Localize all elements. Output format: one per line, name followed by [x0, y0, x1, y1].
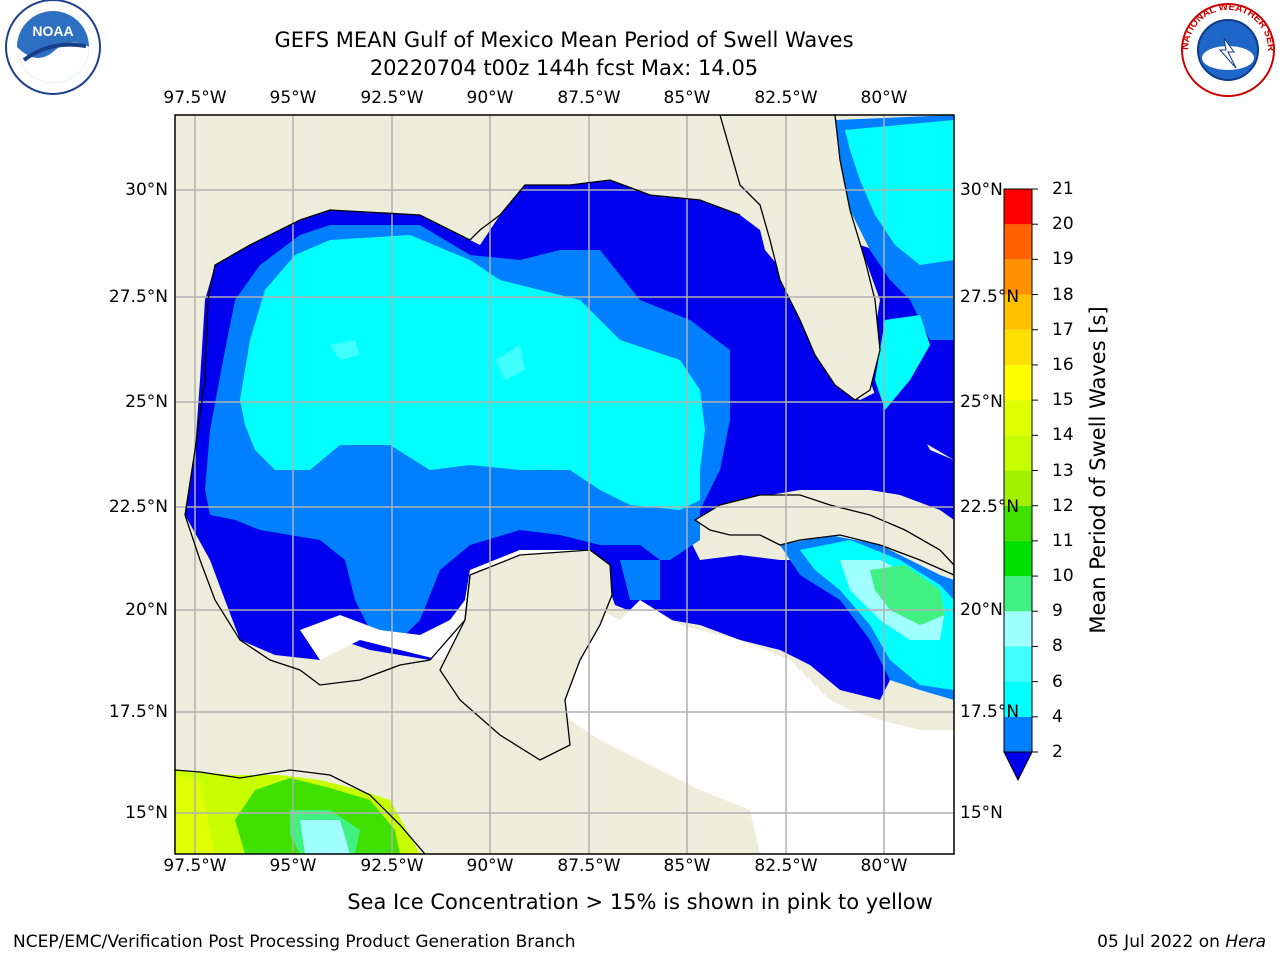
gulf-6-8s-patch [495, 345, 525, 380]
colorbar-segment [1004, 646, 1032, 682]
lon-tick-label-bottom: 87.5°W [557, 856, 621, 876]
colorbar-segment [1004, 400, 1032, 436]
footer-date: 05 Jul 2022 on Hera [1097, 932, 1266, 952]
colorbar-tick-label: 13 [1052, 460, 1074, 481]
colorbar-segment [1004, 259, 1032, 295]
lon-tick-label-bottom: 92.5°W [360, 856, 424, 876]
lon-tick-label-top: 95°W [269, 88, 317, 108]
map-frame [174, 114, 955, 855]
noaa-logo-text: NOAA [32, 23, 73, 39]
cuba-land [693, 494, 954, 576]
lon-tick-label-bottom: 97.5°W [163, 856, 227, 876]
lat-tick-label-left: 22.5°N [108, 497, 168, 517]
footer-date-text: 05 Jul 2022 on [1097, 932, 1226, 952]
gulf-6-8s-patch [330, 340, 360, 360]
lon-tick-label-top: 87.5°W [557, 88, 621, 108]
colorbar-tick-label: 15 [1052, 390, 1074, 411]
colorbar-tick-label: 10 [1052, 566, 1074, 587]
yucatan-land [439, 549, 613, 761]
footer-branch: NCEP/EMC/Verification Post Processing Pr… [13, 932, 576, 952]
colorbar-tick-label: 14 [1052, 425, 1074, 446]
lat-tick-label-left: 20°N [125, 600, 168, 620]
lon-tick-label-bottom: 90°W [466, 856, 514, 876]
lat-tick-label-right: 22.5°N [960, 497, 1020, 517]
lat-tick-label-right: 27.5°N [960, 287, 1020, 307]
colorbar-segment [1004, 224, 1032, 260]
lat-tick-label-left: 27.5°N [108, 287, 168, 307]
lat-tick-label-right: 25°N [960, 392, 1003, 412]
lon-tick-label-top: 92.5°W [360, 88, 424, 108]
pacific-8-9s [300, 820, 350, 854]
colorbar-tick-label: 19 [1052, 249, 1074, 270]
colorbar-label: Mean Period of Swell Waves [s] [1086, 306, 1110, 634]
colorbar-segment [1004, 576, 1032, 612]
atlantic-4-6s-patch [875, 315, 930, 410]
lat-tick-label-right: 17.5°N [960, 702, 1020, 722]
colorbar-tick-label: 11 [1052, 530, 1074, 551]
gulf-coastline [184, 179, 741, 516]
colorbar-segment [1004, 716, 1032, 752]
colorbar-tick-label: 2 [1052, 742, 1063, 762]
colorbar-segment [1004, 435, 1032, 471]
lat-tick-label-right: 15°N [960, 803, 1003, 823]
colorbar-segment [1004, 294, 1032, 330]
map-title-line1: GEFS MEAN Gulf of Mexico Mean Period of … [274, 28, 854, 52]
colorbar-under-triangle [1003, 751, 1033, 782]
colorbar-segment [1004, 540, 1032, 577]
colorbar-segment [1004, 329, 1032, 365]
lon-tick-label-top: 90°W [466, 88, 514, 108]
colorbar-segment [1004, 189, 1032, 225]
florida-land [719, 115, 881, 401]
lon-tick-label-bottom: 85°W [663, 856, 711, 876]
sea-ice-caption: Sea Ice Concentration > 15% is shown in … [347, 890, 933, 914]
noaa-logo: NOAA [5, 0, 101, 95]
colorbar-tick-label: 6 [1052, 671, 1063, 692]
central-america-coastline [175, 769, 426, 854]
lon-tick-label-bottom: 82.5°W [754, 856, 818, 876]
graticule [175, 115, 954, 854]
lon-tick-label-bottom: 80°W [860, 856, 908, 876]
lon-tick-label-top: 85°W [663, 88, 711, 108]
colorbar-segment [1004, 505, 1032, 541]
colorbar-tick-label: 9 [1052, 601, 1063, 622]
lon-tick-label-bottom: 95°W [269, 856, 317, 876]
lon-tick-label-top: 82.5°W [754, 88, 818, 108]
colorbar-tick-label: 21 [1052, 179, 1074, 199]
colorbar-segment [1004, 611, 1032, 647]
mexico-coastline [184, 514, 471, 686]
lat-tick-label-left: 17.5°N [108, 702, 168, 722]
nws-logo: NATIONAL WEATHER SERVICE [1172, 0, 1276, 97]
colorbar-segment [1004, 681, 1032, 717]
footer-host: Hera [1225, 932, 1266, 952]
colorbar-tick-label: 8 [1052, 636, 1063, 657]
colorbar-tick-label: 16 [1052, 354, 1074, 375]
map-title-line2: 20220704 t00z 144h fcst Max: 14.05 [369, 56, 759, 80]
colorbar-tick-label: 12 [1052, 495, 1074, 516]
colorbar-tick-label: 20 [1052, 214, 1074, 235]
colorbar [1003, 188, 1038, 782]
colorbar-tick-label: 17 [1052, 319, 1074, 340]
lon-tick-label-top: 97.5°W [163, 88, 227, 108]
colorbar-segment [1004, 364, 1032, 401]
lat-tick-label-left: 25°N [125, 392, 168, 412]
atlantic-4-6s-band [845, 120, 954, 265]
colorbar-segment [1004, 470, 1032, 506]
lat-tick-label-right: 20°N [960, 600, 1003, 620]
lon-tick-label-top: 80°W [860, 88, 908, 108]
colorbar-tick-label: 4 [1052, 706, 1063, 727]
lat-tick-label-right: 30°N [960, 180, 1003, 200]
lat-tick-label-left: 15°N [125, 803, 168, 823]
colorbar-tick-label: 18 [1052, 284, 1074, 305]
lat-tick-label-left: 30°N [125, 180, 168, 200]
